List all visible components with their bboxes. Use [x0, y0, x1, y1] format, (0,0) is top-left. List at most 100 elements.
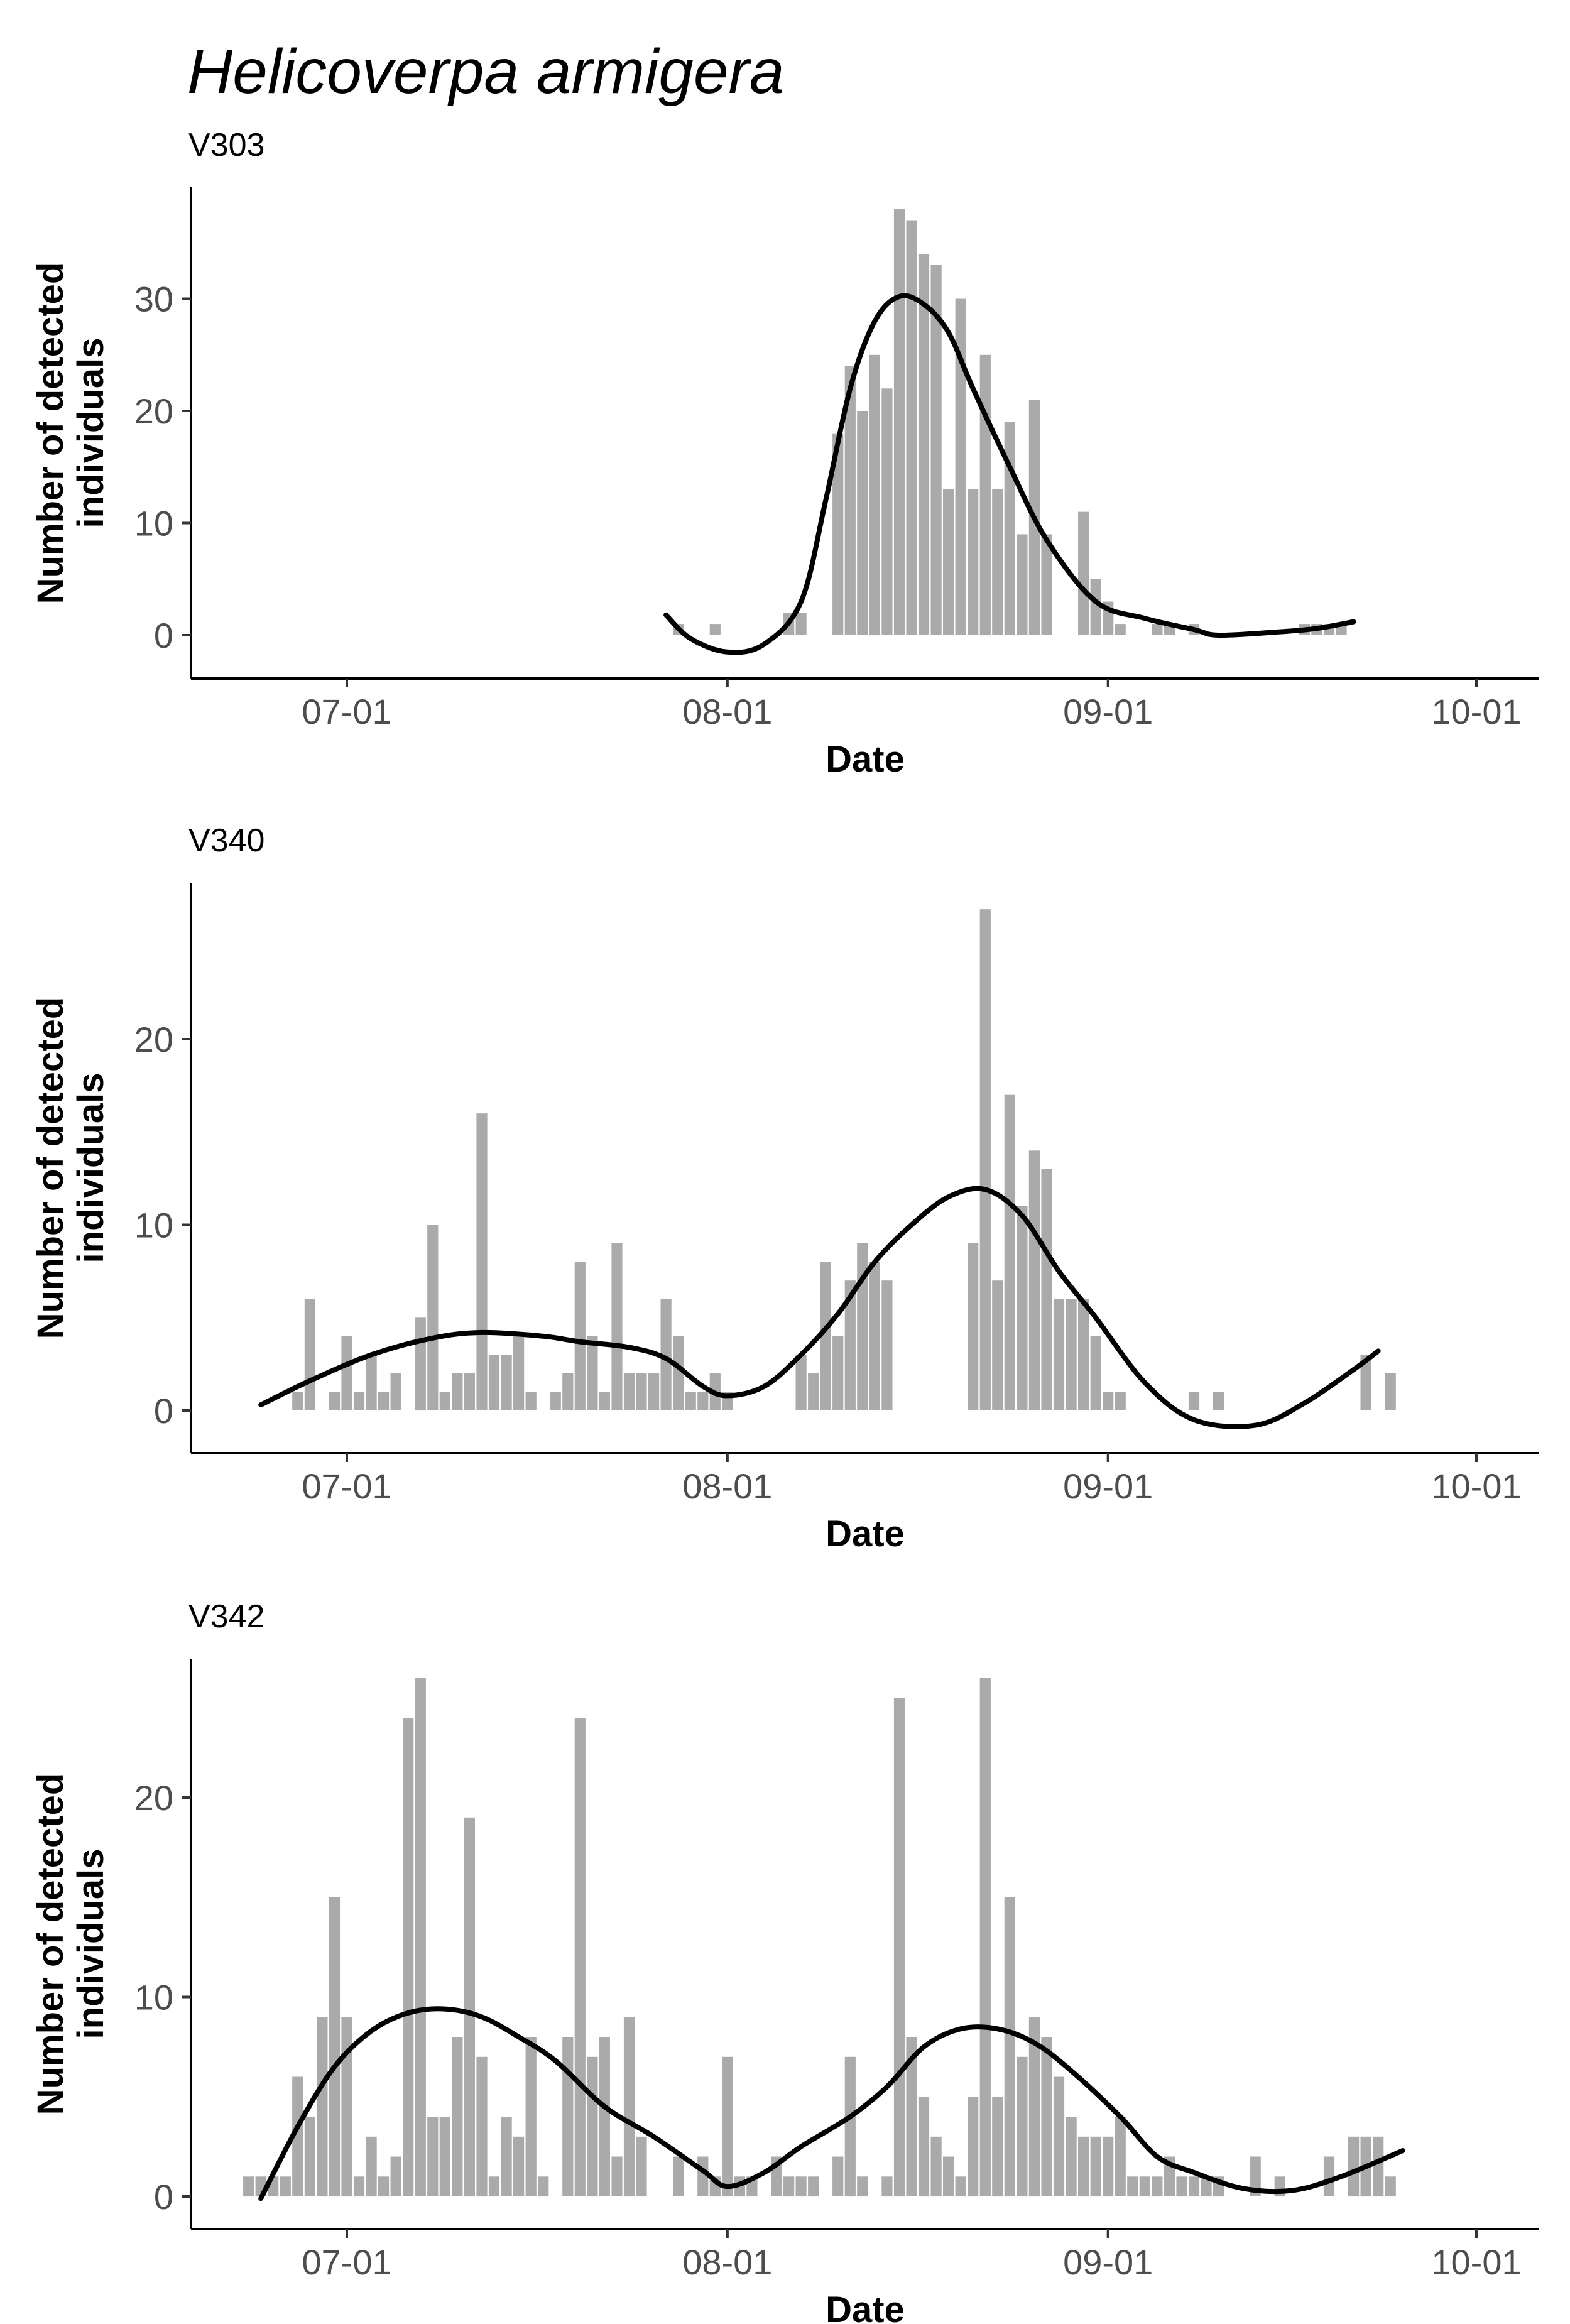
bar — [992, 2097, 1003, 2197]
bar — [464, 1817, 475, 2197]
bar — [415, 1678, 426, 2196]
bar — [1188, 2176, 1200, 2197]
panels: V303 0 10 20 30 07-01 08-01 09-01 10-01 Date Numbe… — [30, 127, 1539, 2324]
bar — [893, 209, 905, 635]
bar — [1188, 1392, 1200, 1410]
x-axis-label: Date — [826, 2289, 905, 2324]
bar — [943, 2156, 954, 2196]
bar — [1115, 624, 1126, 635]
bar — [955, 2176, 966, 2197]
bar — [427, 1225, 439, 1410]
bar — [501, 2117, 512, 2196]
bar — [1004, 1897, 1015, 2197]
bar — [304, 1299, 315, 1410]
bar — [501, 1355, 512, 1410]
bar — [329, 1392, 341, 1410]
bar — [452, 1373, 463, 1410]
bar — [1127, 2176, 1138, 2197]
x-tick-label: 07-01 — [302, 692, 391, 731]
bar — [599, 1392, 610, 1410]
bar — [439, 2117, 450, 2196]
bar — [1090, 2136, 1101, 2197]
bar — [488, 1355, 500, 1410]
bar — [808, 1373, 819, 1410]
bar — [1078, 1299, 1089, 1410]
bar — [1115, 1392, 1126, 1410]
bar — [292, 2076, 303, 2196]
bar — [1115, 2117, 1126, 2196]
smooth-line — [258, 2006, 1405, 2201]
bar — [1090, 579, 1101, 636]
bar — [464, 1373, 475, 1410]
bar — [623, 1373, 635, 1410]
bar — [1078, 2136, 1089, 2197]
y-tick-label: 0 — [154, 1391, 173, 1431]
bar — [660, 1299, 672, 1410]
bar — [968, 1243, 979, 1410]
bar — [979, 354, 991, 636]
bar — [795, 613, 807, 635]
x-tick-label: 08-01 — [682, 692, 772, 731]
bar-series — [673, 209, 1347, 636]
panel-subtitle: V303 — [188, 127, 264, 163]
bar — [1360, 1355, 1371, 1410]
x-tick-label: 10-01 — [1431, 2242, 1521, 2282]
x-tick-label: 09-01 — [1063, 2242, 1153, 2282]
bar — [832, 2156, 844, 2196]
bar — [1103, 2136, 1114, 2197]
bar — [1201, 2176, 1212, 2197]
bar — [648, 1373, 660, 1410]
bar — [562, 2037, 574, 2196]
bar — [992, 1280, 1003, 1410]
x-axis-label: Date — [826, 739, 905, 780]
bar — [513, 1336, 525, 1410]
bar — [611, 2156, 623, 2196]
y-tick-label: 30 — [134, 280, 173, 319]
bar — [378, 1392, 390, 1410]
y-axis-label: Number of detectedindividuals — [30, 262, 111, 604]
bar — [968, 489, 979, 635]
bar — [795, 1355, 807, 1410]
bar — [1152, 2176, 1163, 2197]
bar — [1041, 1169, 1052, 1410]
bar — [673, 1336, 684, 1410]
panel-subtitle: V340 — [188, 822, 264, 859]
bar — [783, 2176, 795, 2197]
bar — [1041, 534, 1052, 635]
bar — [587, 2056, 598, 2197]
bar — [587, 1336, 598, 1410]
bar — [881, 1280, 893, 1410]
x-tick-label: 07-01 — [302, 1466, 391, 1506]
bar — [832, 433, 844, 635]
bar — [1078, 511, 1089, 635]
bar — [857, 411, 868, 635]
bar — [1090, 1336, 1101, 1410]
bar — [844, 366, 856, 635]
bar — [439, 1392, 450, 1410]
bar — [353, 1392, 365, 1410]
bar — [808, 2176, 819, 2197]
bar — [476, 1113, 488, 1410]
bar — [1250, 2156, 1261, 2196]
bar — [857, 2176, 868, 2197]
y-tick-label: 20 — [134, 1778, 173, 1818]
bar — [1213, 1392, 1224, 1410]
bar — [1323, 2156, 1335, 2196]
panel-v303: V303 0 10 20 30 07-01 08-01 09-01 10-01 Date Numbe… — [30, 127, 1539, 780]
bar — [1041, 2037, 1052, 2196]
bar — [1017, 534, 1028, 635]
bar — [918, 254, 930, 636]
y-tick-label: 20 — [134, 1020, 173, 1059]
panel-v342: V342 0 10 20 07-01 08-01 09-01 10-01 Date Number … — [30, 1598, 1539, 2324]
bar — [881, 2176, 893, 2197]
bar — [452, 2037, 463, 2196]
bar — [1053, 1299, 1065, 1410]
bar — [636, 1373, 647, 1410]
x-tick-label: 09-01 — [1063, 1466, 1153, 1506]
bar — [513, 2136, 525, 2197]
bar — [1176, 2176, 1187, 2197]
bar — [844, 2056, 856, 2197]
bar-series — [243, 1678, 1396, 2197]
y-axis-label: Number of detectedindividuals — [30, 997, 111, 1339]
